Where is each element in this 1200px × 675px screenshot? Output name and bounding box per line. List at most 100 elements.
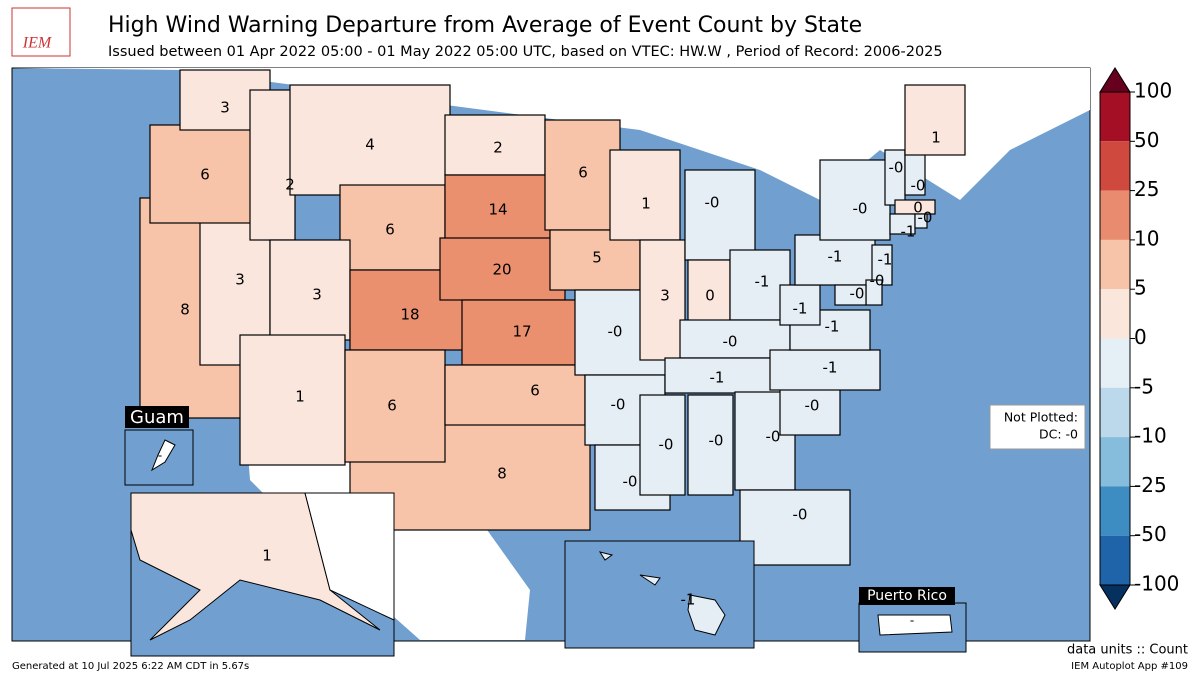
state-label: 4	[365, 136, 375, 154]
state-label: 17	[512, 323, 531, 341]
state-label: -0	[623, 473, 638, 491]
state-label: 1	[931, 129, 941, 147]
colorbar-tick-label: -100	[1134, 572, 1179, 596]
state-label: 1	[641, 195, 651, 213]
state-label: 3	[235, 271, 245, 289]
guam-land	[150, 439, 176, 472]
state-label: -0	[853, 200, 868, 218]
state-label: 3	[220, 99, 230, 117]
state	[779, 384, 841, 436]
state-label: 6	[578, 164, 588, 182]
state	[239, 334, 346, 466]
colorbar-extend-bottom	[1099, 584, 1131, 610]
state-label: 2	[285, 176, 295, 194]
colorbar-tick-label: 5	[1134, 276, 1147, 300]
generated: Generated at 10 Jul 2025 6:22 AM CDT in …	[12, 661, 249, 672]
state-label: -0	[918, 209, 933, 227]
yukon	[304, 492, 395, 621]
state	[289, 84, 451, 196]
guam-title: Guam	[130, 407, 184, 428]
state-label: 20	[492, 261, 511, 279]
state-label: -0	[709, 432, 724, 450]
state-label: -1	[823, 359, 838, 377]
app: IEM Autoplot App #109	[1071, 661, 1188, 672]
pr-title: Puerto Rico	[867, 588, 947, 604]
not-plotted-item: DC: -0	[1039, 427, 1078, 442]
colorbar-tick-label: -10	[1134, 424, 1167, 448]
not-plotted: Not Plotted: DC: -0	[989, 404, 1086, 450]
colorbar-tick-label: 0	[1134, 325, 1147, 349]
colorbar-tick-label: -25	[1134, 473, 1167, 497]
state-label: -1	[710, 369, 725, 387]
state-label: -0	[705, 194, 720, 212]
state-label: 6	[387, 397, 397, 415]
state-label: -0	[889, 159, 904, 177]
state	[344, 349, 446, 463]
units: data units :: Count	[1067, 643, 1188, 658]
state-label: -1	[793, 300, 808, 318]
state-label: -0	[805, 397, 820, 415]
state	[819, 159, 891, 241]
colorbar-bin	[1100, 190, 1130, 240]
states: 83632463181862142017665-0-0-013-00-1-0-1…	[139, 69, 966, 566]
state-label: 8	[497, 465, 507, 483]
guam-title-bg	[125, 406, 189, 428]
colorbar-bin	[1100, 486, 1130, 536]
state-label: -0	[850, 285, 865, 303]
state-label: -1	[901, 223, 916, 241]
state-label: -1	[828, 248, 843, 266]
state	[639, 394, 686, 496]
state-label: -0	[793, 506, 808, 524]
colorbar-tick-label: -5	[1134, 374, 1154, 398]
colorbar-bin	[1100, 437, 1130, 487]
colorbar-tick-label: -50	[1134, 522, 1167, 546]
logo-text: IEM	[22, 35, 53, 52]
insets: Guam-1-1 Puerto Rico-	[124, 406, 967, 657]
state-label: 14	[488, 201, 507, 219]
colorbar-bin	[1100, 535, 1130, 585]
state-label: 3	[660, 287, 670, 305]
colorbar-tick-label: 100	[1134, 79, 1172, 103]
state	[779, 284, 821, 326]
state	[739, 489, 851, 566]
state-label: -1	[755, 273, 770, 291]
state	[904, 84, 966, 156]
state-label: 1	[295, 388, 305, 406]
colorbar-bin	[1100, 338, 1130, 388]
not-plotted-title: Not Plotted:	[1004, 410, 1078, 425]
state	[687, 394, 734, 496]
state	[461, 299, 583, 366]
colorbar-bin	[1100, 141, 1130, 191]
state	[269, 239, 351, 341]
state-label: 2	[493, 139, 503, 157]
state	[684, 169, 756, 261]
colorbar-tick-label: 50	[1134, 128, 1159, 152]
state-label: 6	[200, 166, 210, 184]
state	[444, 114, 546, 176]
state-label: -0	[659, 436, 674, 454]
state-label: -0	[611, 396, 626, 414]
colorbar-bin	[1100, 289, 1130, 339]
state-label: 0	[705, 287, 715, 305]
state-label: 6	[385, 221, 395, 239]
state	[834, 284, 867, 306]
colorbar-extend-top	[1099, 67, 1131, 93]
state	[609, 149, 681, 241]
hawaii-land	[598, 551, 726, 636]
colorbar-tick-label: 25	[1134, 177, 1159, 201]
state-label: -1	[825, 318, 840, 336]
state-label: -0	[723, 333, 738, 351]
state-label: 8	[180, 301, 190, 319]
state	[249, 89, 296, 241]
logo: IEM	[11, 7, 71, 57]
state-label: 18	[400, 306, 419, 324]
state	[914, 213, 928, 229]
state-label: -0	[911, 177, 926, 195]
state	[339, 184, 446, 271]
state-label: 6	[530, 382, 540, 400]
hawaii-label: -1	[681, 591, 696, 609]
logo-frame	[11, 7, 71, 57]
hawaii-frame	[564, 540, 755, 649]
